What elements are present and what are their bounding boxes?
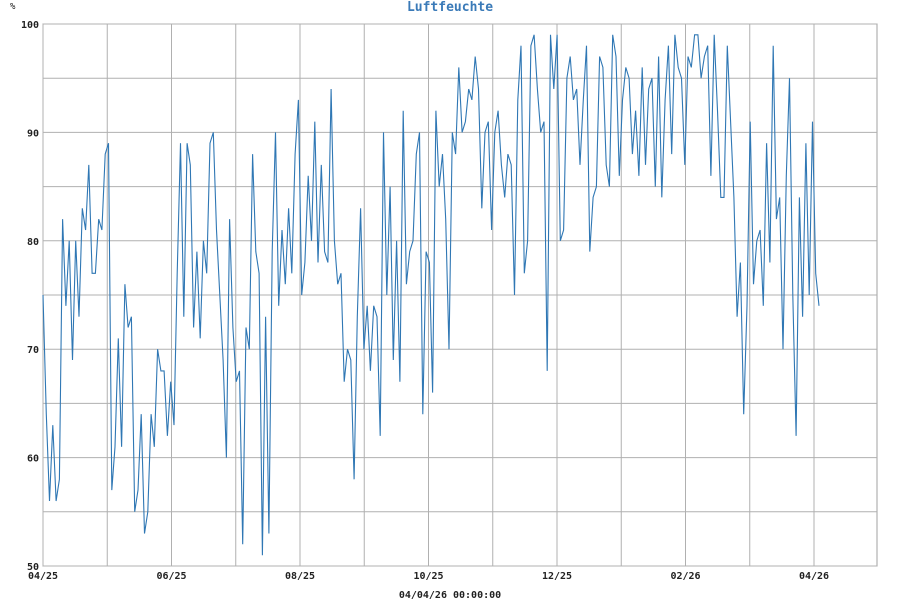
y-tick-label: 70 bbox=[27, 345, 39, 356]
y-tick-label: 90 bbox=[27, 128, 39, 139]
humidity-series-line bbox=[42, 34, 820, 556]
x-tick-label: 08/25 bbox=[285, 571, 315, 582]
y-tick-label: 100 bbox=[21, 20, 39, 31]
chart-title: Luftfeuchte bbox=[407, 0, 493, 15]
x-tick-label: 10/25 bbox=[413, 571, 443, 582]
y-tick-label: 50 bbox=[27, 562, 39, 573]
y-tick-label: 80 bbox=[27, 237, 39, 248]
x-tick-labels: 04/25 06/25 08/25 10/25 12/25 02/26 04/26 bbox=[28, 571, 829, 582]
x-tick-label: 04/25 bbox=[28, 571, 58, 582]
y-tick-labels: 50 60 70 80 90 100 bbox=[21, 20, 39, 573]
x-tick-label: 02/26 bbox=[670, 571, 700, 582]
timestamp-footer: 04/04/26 00:00:00 bbox=[399, 590, 501, 600]
x-tick-label: 12/25 bbox=[542, 571, 572, 582]
grid-lines bbox=[42, 23, 877, 567]
x-tick-label: 04/26 bbox=[799, 571, 829, 582]
y-tick-label: 60 bbox=[27, 454, 39, 465]
y-axis-unit: % bbox=[10, 2, 16, 12]
x-tick-label: 06/25 bbox=[156, 571, 186, 582]
